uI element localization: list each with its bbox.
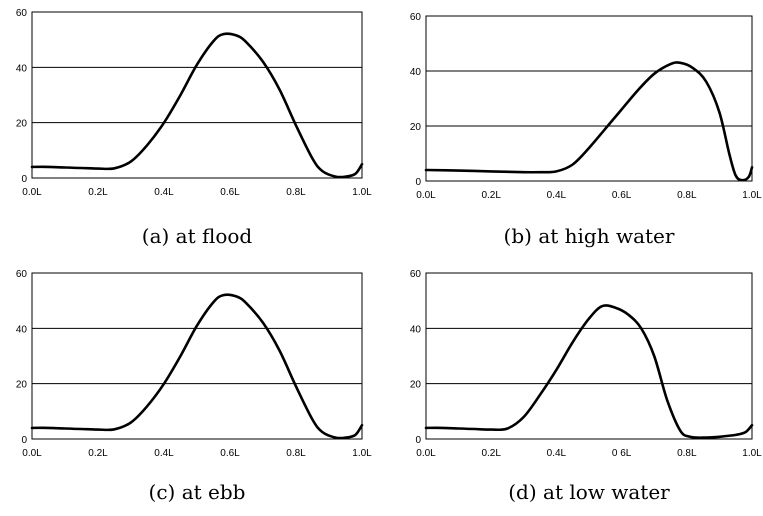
x-tick-label: 0.8L <box>286 187 306 198</box>
y-tick-label: 40 <box>16 324 28 335</box>
series-line-d <box>424 304 754 439</box>
y-tick-label: 40 <box>410 67 422 78</box>
x-tick-label: 0.8L <box>677 190 697 201</box>
series-line-c <box>30 293 364 440</box>
y-tick-label: 40 <box>410 324 422 335</box>
chart-panel-d: 0 20 40 60 0.0L 0.2L 0.4L 0 6L 0.8L 1.0L (d) at lo… <box>410 269 762 504</box>
x-tick-label: 0.0L <box>22 187 42 198</box>
y-tick-label: 0 <box>21 174 27 185</box>
plot-frame <box>425 272 753 440</box>
chart-panel-c: 0 20 40 60 0.0L 0.2L 0.4L 0.6L 0.8L 1.0L (c) at eb… <box>16 269 372 504</box>
x-tick-label: 1.0L <box>742 448 762 459</box>
y-tick-label: 0 <box>415 435 421 446</box>
chart-panel-b: 0 20 40 60 0.0L 0.2L 0.4L 0.6L 0.8L 1.0L (b) at hi… <box>410 12 762 248</box>
x-tick-label: 1.0L <box>352 448 372 459</box>
y-tick-label: 60 <box>16 8 28 19</box>
x-tick-label: 0.6L <box>612 190 632 201</box>
x-tick-label: 0.2L <box>481 448 501 459</box>
x-tick-label: 1.0L <box>352 187 372 198</box>
x-tick-label: 0.4L <box>547 448 567 459</box>
x-tick-label: 0.4L <box>154 448 174 459</box>
y-tick-label: 20 <box>16 380 28 391</box>
y-tick-label: 0 <box>21 435 27 446</box>
y-tick-label: 20 <box>16 119 28 130</box>
plot-frame <box>425 15 753 182</box>
x-tick-label: 1.0L <box>742 190 762 201</box>
y-tick-label: 20 <box>410 122 422 133</box>
x-tick-label: 0.0L <box>416 190 436 201</box>
x-tick-label: 0.8L <box>286 448 306 459</box>
series-line-a <box>30 32 364 179</box>
chart-caption: (a) at flood <box>142 224 253 248</box>
chart-caption: (c) at ebb <box>149 480 246 504</box>
x-tick-label: 0.2L <box>88 448 108 459</box>
x-tick-label: 0.8L <box>677 448 697 459</box>
chart-caption: (b) at high water <box>504 224 675 248</box>
x-tick-label: 0.0L <box>416 448 436 459</box>
y-tick-label: 20 <box>410 380 422 391</box>
y-tick-label: 60 <box>410 12 422 23</box>
x-tick-label: 0.0L <box>22 448 42 459</box>
chart-caption: (d) at low water <box>508 480 670 504</box>
plot-frame <box>31 272 363 440</box>
x-tick-label: 0.2L <box>88 187 108 198</box>
x-tick-label: 0.2L <box>481 190 501 201</box>
y-tick-label: 60 <box>16 269 28 280</box>
x-tick-label: 0.6L <box>220 187 240 198</box>
x-tick-label: 0.6L <box>220 448 240 459</box>
chart-panel-a: 0 20 40 60 0.0L 0.2L 0.4L 0.6L 0.8L 1.0L (a) at fl… <box>16 8 372 248</box>
plot-frame <box>31 11 363 179</box>
series-line-b <box>424 61 754 182</box>
x-tick-label: 0.4L <box>154 187 174 198</box>
y-tick-label: 60 <box>410 269 422 280</box>
y-tick-label: 0 <box>415 177 421 188</box>
x-tick-label: 0.4L <box>547 190 567 201</box>
x-tick-label: 0 6L <box>612 448 632 459</box>
y-tick-label: 40 <box>16 63 28 74</box>
